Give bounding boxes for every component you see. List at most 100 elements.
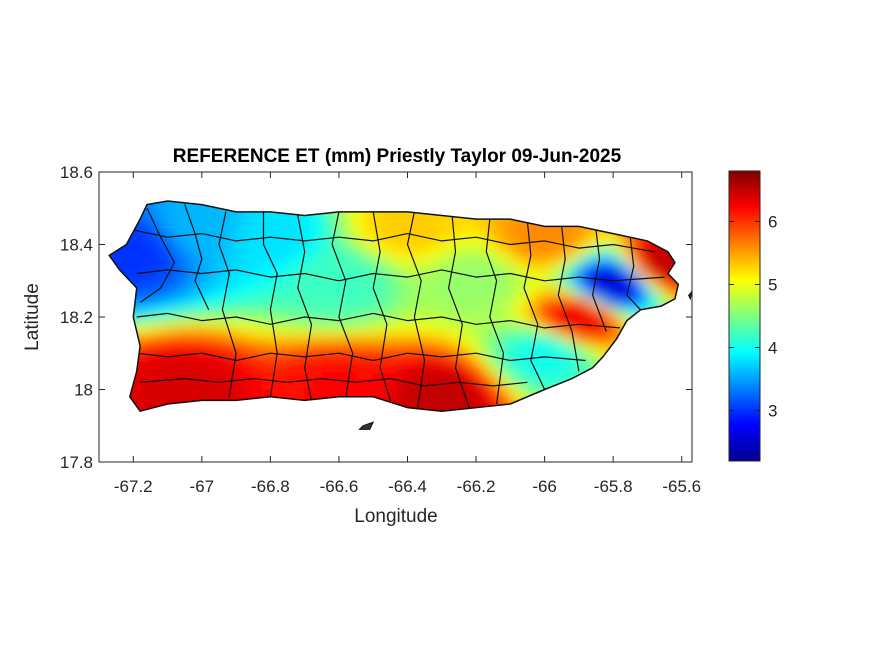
et-cell [313, 242, 323, 253]
et-cell [441, 315, 451, 325]
et-cell [313, 315, 323, 325]
et-cell [287, 360, 297, 371]
et-cell [201, 269, 211, 280]
et-cell [236, 260, 246, 271]
et-cell [167, 315, 177, 325]
et-cell [416, 215, 426, 226]
et-cell [373, 215, 383, 226]
et-cell [150, 387, 160, 398]
et-cell [244, 324, 254, 334]
et-cell [321, 369, 331, 380]
et-cell [141, 206, 151, 217]
et-cell [424, 324, 434, 334]
et-cell [330, 369, 340, 380]
et-cell [433, 251, 443, 262]
et-cell [184, 288, 194, 298]
et-cell [484, 342, 494, 353]
et-cell [347, 306, 357, 316]
et-cell [330, 260, 340, 271]
islet [358, 421, 375, 430]
et-cell [124, 251, 134, 262]
et-cell [270, 306, 280, 316]
et-cell [621, 269, 631, 280]
et-cell [647, 288, 657, 298]
et-cell [219, 306, 229, 316]
et-cell [407, 324, 417, 334]
et-cell [244, 278, 254, 289]
et-cell [527, 278, 537, 289]
et-cell [467, 324, 477, 334]
et-cell [621, 260, 631, 271]
et-cell [596, 351, 606, 362]
et-cell [364, 342, 374, 353]
et-cell [176, 242, 186, 253]
et-cell [244, 360, 254, 371]
et-cell [356, 315, 366, 325]
et-cell [227, 269, 237, 280]
et-cell [536, 315, 546, 325]
et-cell [304, 369, 314, 380]
et-cell [398, 369, 409, 380]
et-cell [159, 260, 169, 271]
et-cell [450, 360, 460, 371]
et-cell [424, 242, 434, 253]
et-cell [210, 342, 220, 353]
et-cell [313, 351, 323, 362]
et-cell [176, 342, 186, 353]
et-cell [279, 251, 289, 262]
et-cell [381, 215, 391, 226]
et-cell [561, 224, 571, 235]
et-cell [261, 306, 271, 316]
et-cell [518, 269, 529, 280]
et-cell [364, 333, 374, 343]
et-cell [304, 342, 314, 353]
et-cell [261, 315, 271, 325]
et-cell [501, 333, 511, 343]
et-cell [150, 269, 160, 280]
et-cell [510, 251, 520, 262]
et-cell [398, 306, 409, 316]
et-cell [347, 269, 357, 280]
et-cell [467, 360, 477, 371]
et-cell [381, 297, 391, 307]
et-cell [510, 369, 520, 380]
et-cell [287, 278, 297, 289]
et-cell [596, 306, 606, 316]
colorbar-gradient [728, 170, 761, 462]
et-cell [141, 378, 151, 389]
et-cell [433, 297, 443, 307]
et-cell [364, 324, 374, 334]
colorbar: 3 4 5 6 [728, 170, 777, 462]
et-cell [236, 369, 246, 380]
et-cell [390, 224, 400, 235]
et-cell [476, 288, 486, 298]
et-cell [467, 333, 477, 343]
et-cell [159, 224, 169, 235]
et-cell [390, 378, 400, 389]
et-cell [441, 215, 451, 226]
et-cell [570, 297, 580, 307]
et-cell [159, 369, 169, 380]
et-cell [330, 378, 340, 389]
et-cell [321, 378, 331, 389]
et-cell [501, 360, 511, 371]
et-cell [227, 278, 237, 289]
et-cell [159, 333, 169, 343]
et-cell [193, 233, 203, 244]
et-cell [364, 306, 374, 316]
et-cell [381, 224, 391, 235]
et-cell [518, 360, 529, 371]
et-cell [493, 360, 503, 371]
et-cell [279, 224, 289, 235]
et-cell [373, 297, 383, 307]
et-cell [647, 269, 657, 280]
et-cell [313, 233, 323, 244]
et-cell [321, 269, 331, 280]
et-cell [167, 251, 177, 262]
et-cell [184, 233, 194, 244]
et-cell [159, 387, 169, 398]
et-cell [347, 360, 357, 371]
y-tick-label: 18.6 [60, 163, 93, 182]
et-cell [176, 360, 186, 371]
et-cell [493, 242, 503, 253]
